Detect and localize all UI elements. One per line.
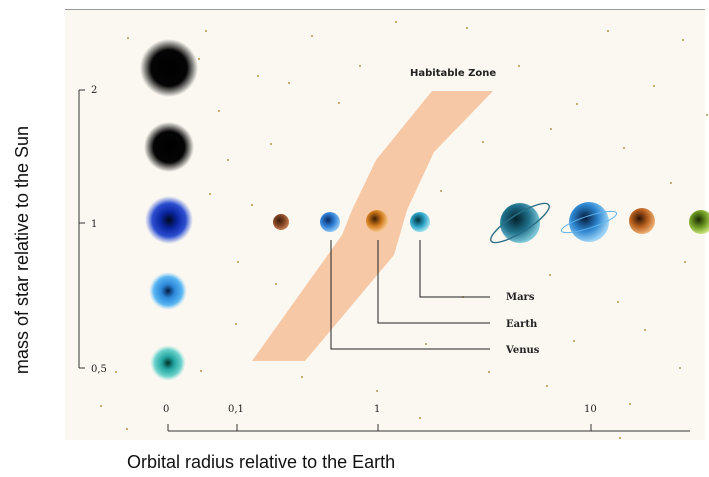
planet-venus — [320, 212, 340, 232]
leader-lines — [330, 240, 490, 350]
planet-green — [689, 210, 709, 234]
planet-copper — [629, 208, 655, 234]
star-blue — [149, 272, 187, 310]
background-speckles — [100, 21, 708, 439]
y-axis — [78, 89, 85, 369]
x-tick-label: 10 — [584, 404, 597, 415]
planet-mercury — [273, 214, 289, 230]
planet-uranus — [560, 202, 618, 242]
star-blue-dark — [145, 196, 193, 244]
planet-label-earth: Earth — [506, 319, 538, 330]
planet-saturn — [490, 202, 550, 244]
star-black — [144, 122, 194, 172]
y-tick-label: 0,5 — [91, 364, 107, 375]
y-axis-title: mass of star relative to the Sun — [12, 125, 32, 375]
x-axis-title: Orbital radius relative to the Earth — [127, 452, 396, 472]
y-tick-label: 2 — [91, 85, 97, 96]
planet-label-venus: Venus — [505, 345, 540, 356]
y-tick-label: 1 — [91, 219, 97, 230]
x-tick-label: 0 — [163, 404, 169, 415]
star-teal — [150, 345, 186, 381]
habitable-zone-label: Habitable Zone — [410, 68, 496, 79]
planet-mars — [410, 212, 430, 232]
planet-earth — [366, 210, 388, 232]
planet-label-mars: Mars — [506, 292, 535, 303]
top-border-line — [65, 9, 705, 10]
x-axis — [167, 424, 690, 432]
star-black-large — [140, 39, 198, 97]
x-tick-label: 1 — [374, 404, 380, 415]
x-tick-label: 0,1 — [228, 404, 244, 415]
